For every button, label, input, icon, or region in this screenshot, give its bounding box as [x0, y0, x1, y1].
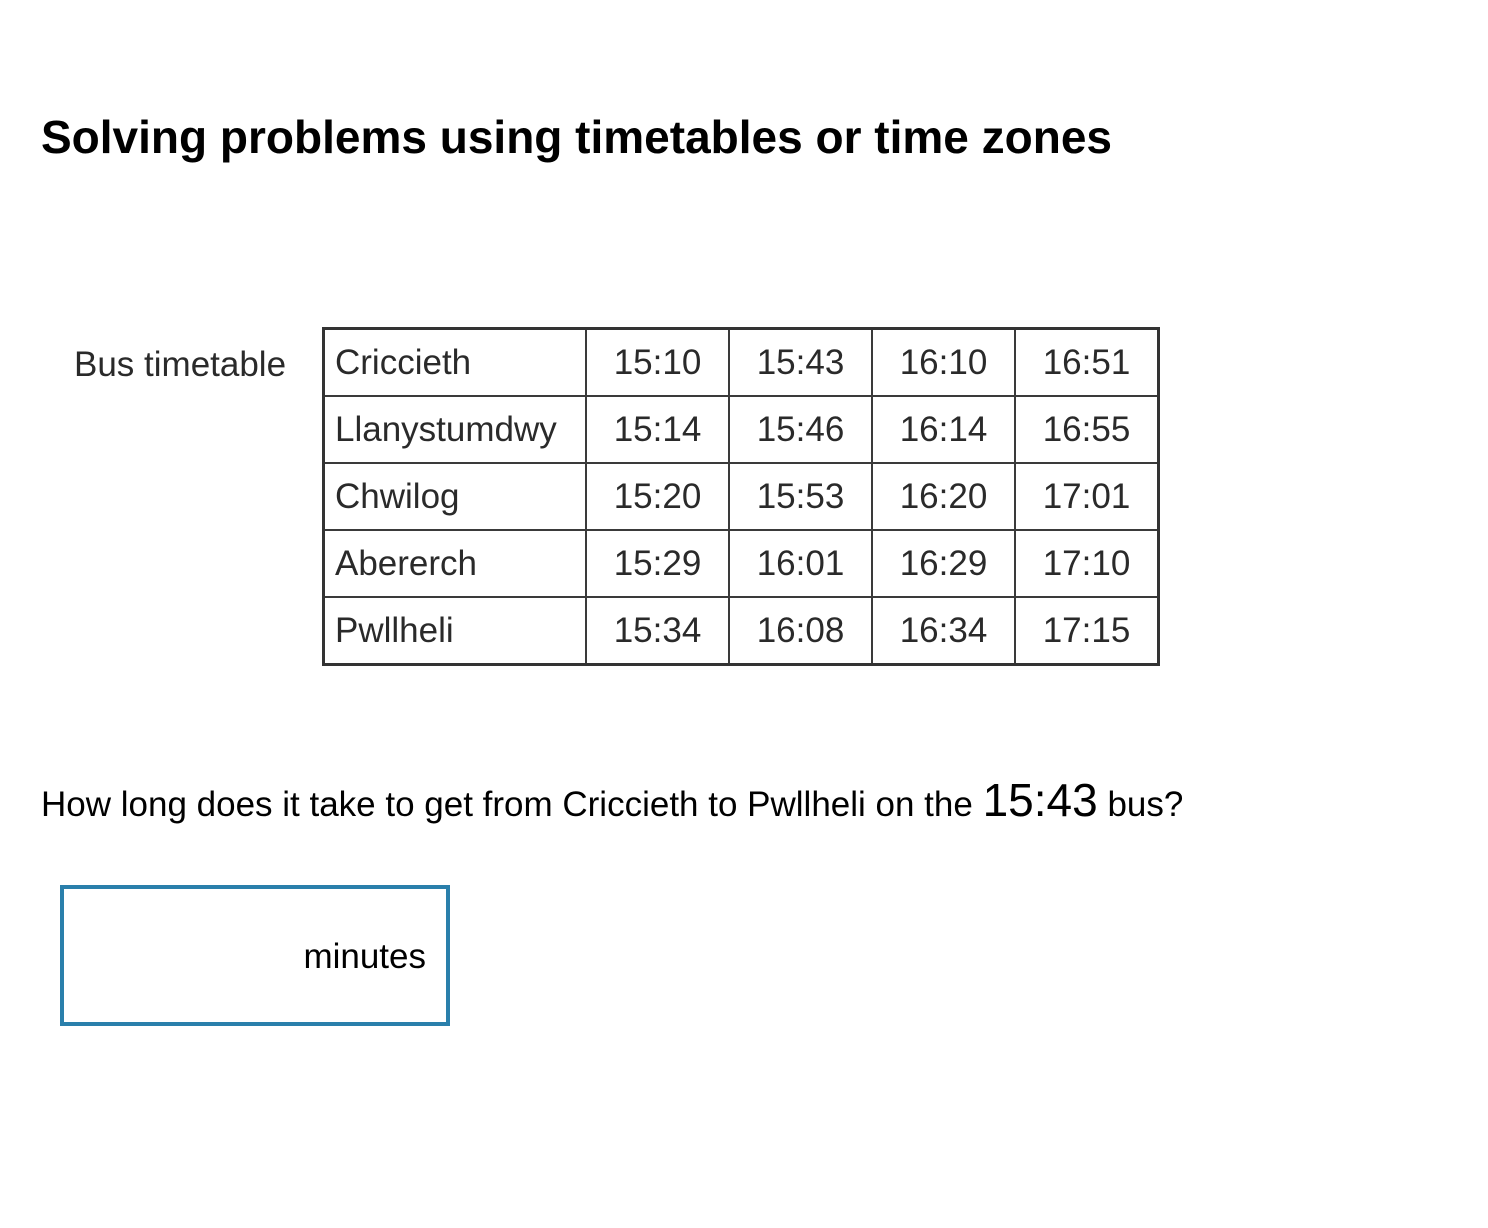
departure-time-cell: 15:10: [585, 327, 730, 397]
table-row: Criccieth 15:10 15:43 16:10 16:51: [322, 327, 1160, 397]
departure-time-cell: 17:15: [1014, 596, 1160, 666]
departure-time-cell: 16:29: [871, 529, 1016, 598]
departure-time-cell: 17:10: [1014, 529, 1160, 598]
departure-time-cell: 16:51: [1014, 327, 1160, 397]
departure-time-cell: 15:46: [728, 395, 873, 464]
table-row: Llanystumdwy 15:14 15:46 16:14 16:55: [322, 395, 1160, 464]
departure-time-cell: 16:08: [728, 596, 873, 666]
stop-name-cell: Chwilog: [322, 462, 587, 531]
bus-timetable: Criccieth 15:10 15:43 16:10 16:51 Llanys…: [322, 327, 1160, 666]
question-text-before: How long does it take to get from Cricci…: [41, 785, 973, 824]
departure-time-cell: 15:34: [585, 596, 730, 666]
table-row: Chwilog 15:20 15:53 16:20 17:01: [322, 462, 1160, 531]
bus-timetable-figure: Bus timetable Criccieth 15:10 15:43 16:1…: [60, 320, 1170, 685]
departure-time-cell: 17:01: [1014, 462, 1160, 531]
stop-name-cell: Pwllheli: [322, 596, 587, 666]
departure-time-cell: 15:29: [585, 529, 730, 598]
timetable-caption: Bus timetable: [74, 345, 287, 384]
departure-time-cell: 16:20: [871, 462, 1016, 531]
table-row: Abererch 15:29 16:01 16:29 17:10: [322, 529, 1160, 598]
table-row: Pwllheli 15:34 16:08 16:34 17:15: [322, 596, 1160, 666]
departure-time-cell: 16:01: [728, 529, 873, 598]
question-highlight-time: 15:43: [982, 774, 1098, 826]
departure-time-cell: 15:14: [585, 395, 730, 464]
departure-time-cell: 15:43: [728, 327, 873, 397]
departure-time-cell: 15:53: [728, 462, 873, 531]
answer-input[interactable]: [72, 919, 292, 989]
departure-time-cell: 16:34: [871, 596, 1016, 666]
departure-time-cell: 16:14: [871, 395, 1016, 464]
departure-time-cell: 16:10: [871, 327, 1016, 397]
question-text-after: bus?: [1107, 785, 1184, 824]
answer-unit-label: minutes: [303, 937, 426, 976]
stop-name-cell: Criccieth: [322, 327, 587, 397]
answer-box[interactable]: minutes: [60, 885, 450, 1026]
departure-time-cell: 16:55: [1014, 395, 1160, 464]
departure-time-cell: 15:20: [585, 462, 730, 531]
stop-name-cell: Abererch: [322, 529, 587, 598]
stop-name-cell: Llanystumdwy: [322, 395, 587, 464]
page-title: Solving problems using timetables or tim…: [41, 111, 1112, 163]
question-text: How long does it take to get from Cricci…: [41, 770, 1183, 835]
